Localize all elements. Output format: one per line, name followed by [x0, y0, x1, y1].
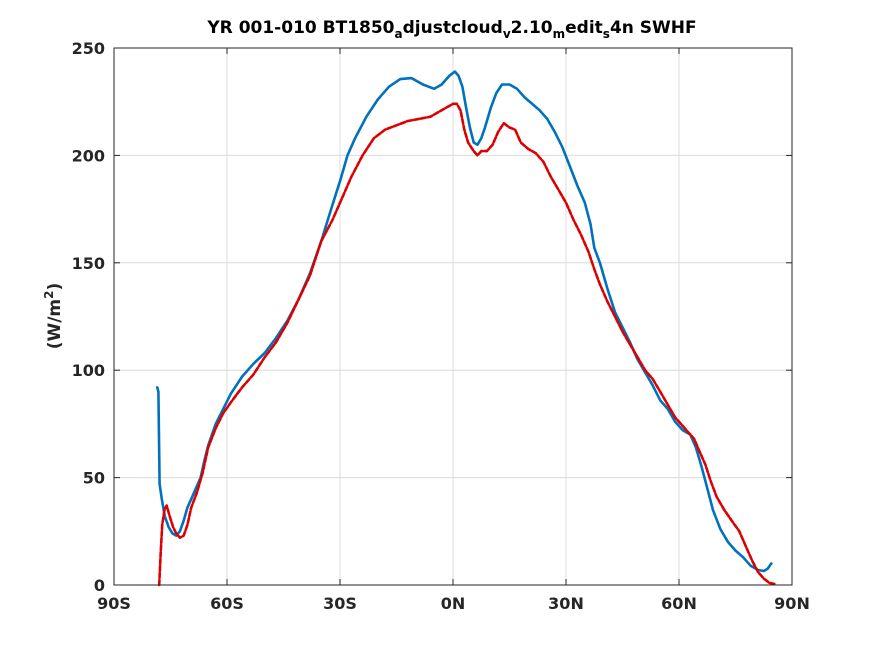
x-tick-label: 90S [97, 594, 131, 613]
x-tick-label: 60N [661, 594, 697, 613]
series-line-solid [156, 70, 773, 573]
x-tick-labels: 90S 60S 30S 0N 30N 60N 90N [97, 594, 810, 613]
x-tick-label: 30S [323, 594, 357, 613]
y-tick-label: 200 [72, 146, 105, 165]
x-tick-label: 30N [548, 594, 584, 613]
x-tick-label: 60S [210, 594, 244, 613]
y-tick-label: 150 [72, 254, 105, 273]
y-tick-label: 0 [94, 576, 105, 595]
title-subscript: v [503, 27, 511, 41]
y-tick-label: 50 [83, 469, 105, 488]
title-segment: YR 001-010 BT1850 [206, 18, 394, 38]
title-subscript: a [395, 27, 403, 41]
y-tick-label: 100 [72, 361, 105, 380]
series-layer [156, 70, 776, 587]
title-segment: 4n SWHF [610, 18, 697, 38]
x-tick-label: 0N [441, 594, 466, 613]
x-tick-label: 90N [774, 594, 810, 613]
chart-title: YR 001-010 BT1850adjustcloudv2.10medits4… [206, 18, 696, 41]
y-tick-labels: 0 50 100 150 200 250 [72, 39, 105, 595]
ticks [113, 47, 793, 586]
title-segment: 2.10 [511, 18, 553, 38]
y-tick-label: 250 [72, 39, 105, 58]
y-label-superscript: 2 [42, 290, 56, 298]
y-label-prefix: (W/m [45, 299, 65, 349]
y-label-suffix: ) [45, 283, 65, 291]
title-subscript: m [553, 27, 566, 41]
title-segment: edit [565, 18, 603, 38]
title-subscript: s [603, 27, 610, 41]
y-axis-label: (W/m2) [42, 283, 65, 350]
series-line-dashed [157, 102, 776, 587]
title-segment: djustcloud [403, 18, 503, 38]
